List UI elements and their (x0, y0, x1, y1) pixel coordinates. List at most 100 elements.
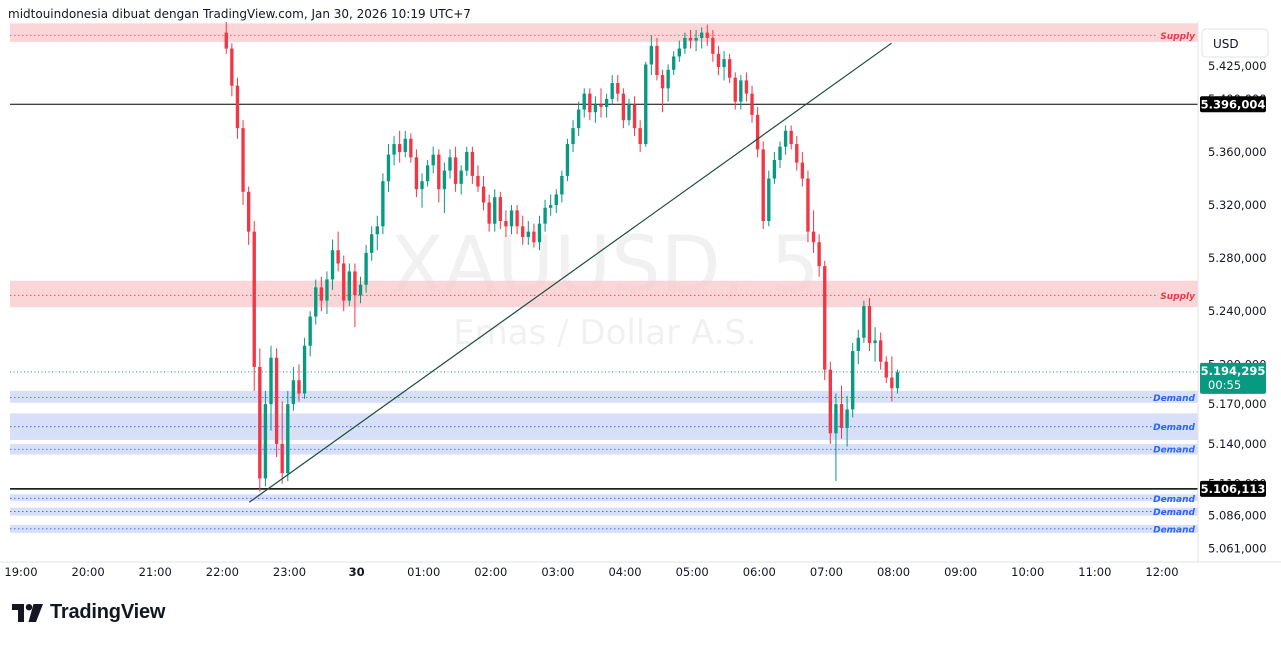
candle-body (314, 287, 318, 317)
candle-body (403, 138, 407, 153)
candle (481, 175, 486, 211)
candle-body (845, 409, 849, 428)
candle-body (834, 404, 838, 434)
candle (353, 263, 357, 328)
tradingview-brand[interactable]: TradingView (12, 601, 165, 624)
candle-body (526, 231, 530, 237)
supply-zone-label: Supply (1160, 292, 1196, 302)
demand-zone[interactable] (10, 507, 1198, 516)
candle-body (655, 45, 659, 76)
candle-body (392, 144, 396, 155)
time-axis[interactable]: 19:00 20:00 21:00 22:00 23:00 30 01:00 02:00 03:… (0, 561, 1281, 579)
candle-body (493, 197, 497, 224)
last-price-label: 5.194,295 (1201, 364, 1266, 378)
candle (828, 361, 833, 444)
candle-body (711, 37, 715, 54)
candle (347, 263, 351, 306)
candle-body (806, 178, 810, 232)
candle-body (532, 231, 536, 243)
candle-body (565, 144, 570, 176)
candle (789, 125, 793, 150)
candle-body (599, 104, 603, 107)
horizontal-lines-layer (10, 103, 1198, 490)
candle-body (800, 162, 805, 179)
candle-body (677, 48, 681, 57)
candle (397, 130, 402, 163)
candle-body (521, 226, 525, 237)
candle-body (761, 149, 765, 222)
candle-body (632, 104, 637, 129)
trendline-layer[interactable] (248, 42, 892, 503)
candle (727, 53, 732, 84)
candle (772, 152, 777, 184)
candle (722, 51, 726, 81)
currency-button[interactable]: USD (1201, 28, 1269, 58)
demand-zone[interactable] (10, 524, 1198, 533)
candle-body (644, 64, 648, 145)
candle-body (867, 305, 872, 344)
demand-zone[interactable] (10, 494, 1198, 501)
candle (286, 390, 290, 482)
price-tick-label: 5.425,000 (1208, 59, 1267, 73)
candle (470, 146, 475, 184)
candle (263, 390, 268, 487)
candle (554, 189, 558, 214)
candle (319, 276, 324, 312)
candle-body (627, 104, 631, 121)
candle (778, 141, 782, 168)
candle-body (425, 165, 430, 182)
candle (700, 27, 704, 49)
candle-body (459, 170, 463, 184)
candle-body (878, 340, 883, 362)
supply-zone[interactable] (10, 23, 1198, 42)
candle-body (672, 56, 676, 70)
candle (616, 75, 620, 102)
candle (884, 356, 888, 383)
candle-body (582, 93, 586, 110)
candle-body (884, 361, 888, 378)
candle-body (498, 197, 503, 222)
time-tick-label: 30 (349, 565, 365, 579)
candle (258, 348, 262, 492)
candle (672, 51, 676, 76)
candle-body (235, 85, 240, 129)
candle-body (263, 404, 268, 479)
candle (761, 141, 765, 229)
candle-body (353, 271, 357, 296)
candle-body (465, 152, 469, 171)
candle (610, 75, 614, 105)
candlestick-chart[interactable]: XAUUSD, 5 Emas / Dollar A.S. SupplySuppl… (0, 22, 1281, 586)
candle-body (828, 369, 833, 434)
trendline[interactable] (248, 42, 892, 503)
candle (308, 311, 312, 357)
candle (604, 93, 609, 118)
candle (252, 221, 256, 391)
candle (431, 146, 435, 174)
price-chart[interactable]: XAUUSD, 5 Emas / Dollar A.S. Supply Suppl… (0, 22, 1281, 586)
candle-body (795, 144, 799, 163)
candle (526, 221, 530, 245)
bar-countdown-label: 00:55 (1208, 378, 1241, 392)
time-tick-label: 03:00 (541, 565, 574, 579)
demand-zone[interactable] (10, 443, 1198, 455)
time-tick-label: 11:00 (1078, 565, 1111, 579)
candle (504, 210, 508, 237)
candle (895, 369, 900, 394)
candle-body (588, 93, 592, 113)
candle-body (621, 93, 626, 121)
price-line-badge-label: 5.106,113 (1201, 482, 1266, 496)
candle (453, 146, 458, 192)
candle (358, 276, 363, 304)
candle (632, 96, 637, 137)
time-tick-label: 05:00 (676, 565, 709, 579)
demand-zone[interactable] (10, 413, 1198, 440)
candle (498, 191, 503, 229)
candle (532, 223, 536, 248)
candle-body (246, 191, 251, 232)
candle-body (823, 266, 827, 370)
watermark-description: Emas / Dollar A.S. (453, 313, 757, 353)
candle (649, 35, 654, 76)
demand-zone[interactable] (10, 390, 1198, 403)
supply-zone[interactable] (10, 280, 1198, 308)
